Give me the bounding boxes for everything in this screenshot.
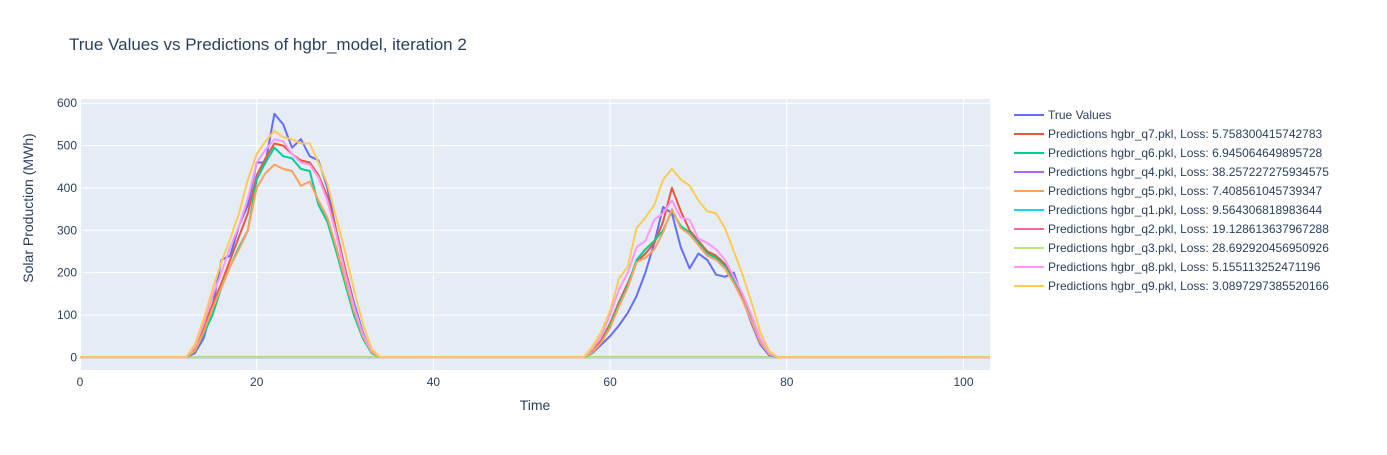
x-tick-label: 40 [427,375,441,389]
x-tick-label: 80 [780,375,794,389]
y-tick-label: 0 [70,350,77,364]
legend-item[interactable]: Predictions hgbr_q5.pkl, Loss: 7.4085610… [1014,184,1323,198]
legend-label: Predictions hgbr_q6.pkl, Loss: 6.9450646… [1048,146,1323,160]
legend-item[interactable]: Predictions hgbr_q4.pkl, Loss: 38.257227… [1014,165,1329,179]
legend-item[interactable]: True Values [1014,108,1111,122]
series-line-10 [80,129,990,359]
legend-label: Predictions hgbr_q9.pkl, Loss: 3.0897297… [1048,279,1329,293]
legend: True Values Predictions hgbr_q7.pkl, Loss… [1014,108,1329,293]
legend-item[interactable]: Predictions hgbr_q3.pkl, Loss: 28.692920… [1014,241,1329,255]
chart-title: True Values vs Predictions of hgbr_model… [69,35,467,54]
x-tick-label: 100 [953,375,973,389]
legend-label: Predictions hgbr_q2.pkl, Loss: 19.128613… [1048,222,1329,236]
x-tick-label: 20 [250,375,264,389]
legend-item[interactable]: Predictions hgbr_q8.pkl, Loss: 5.1551132… [1014,260,1321,274]
y-tick-label: 200 [57,266,77,280]
y-tick-label: 100 [57,308,77,322]
legend-label: Predictions hgbr_q3.pkl, Loss: 28.692920… [1048,241,1329,255]
axis-ticks: 0 20 40 60 80 100 0 100 200 300 400 500 600 [57,96,974,389]
legend-label: Predictions hgbr_q8.pkl, Loss: 5.1551132… [1048,260,1321,274]
y-tick-label: 600 [57,96,77,110]
legend-item[interactable]: Predictions hgbr_q2.pkl, Loss: 19.128613… [1014,222,1329,236]
series-lines [80,112,990,359]
x-tick-label: 0 [77,375,84,389]
legend-label: Predictions hgbr_q4.pkl, Loss: 38.257227… [1048,165,1329,179]
legend-label: True Values [1048,108,1111,122]
x-axis-label: Time [520,397,551,413]
y-tick-label: 500 [57,139,77,153]
legend-label: Predictions hgbr_q1.pkl, Loss: 9.5643068… [1048,203,1323,217]
y-tick-label: 300 [57,223,77,237]
legend-item[interactable]: Predictions hgbr_q1.pkl, Loss: 9.5643068… [1014,203,1323,217]
legend-item[interactable]: Predictions hgbr_q9.pkl, Loss: 3.0897297… [1014,279,1329,293]
x-tick-label: 60 [603,375,617,389]
plot-area [80,99,990,370]
legend-label: Predictions hgbr_q7.pkl, Loss: 5.7583004… [1048,127,1323,141]
legend-item[interactable]: Predictions hgbr_q7.pkl, Loss: 5.7583004… [1014,127,1323,141]
y-tick-label: 400 [57,181,77,195]
legend-label: Predictions hgbr_q5.pkl, Loss: 7.4085610… [1048,184,1323,198]
y-axis-label: Solar Production (MWh) [20,133,36,282]
legend-item[interactable]: Predictions hgbr_q6.pkl, Loss: 6.9450646… [1014,146,1323,160]
